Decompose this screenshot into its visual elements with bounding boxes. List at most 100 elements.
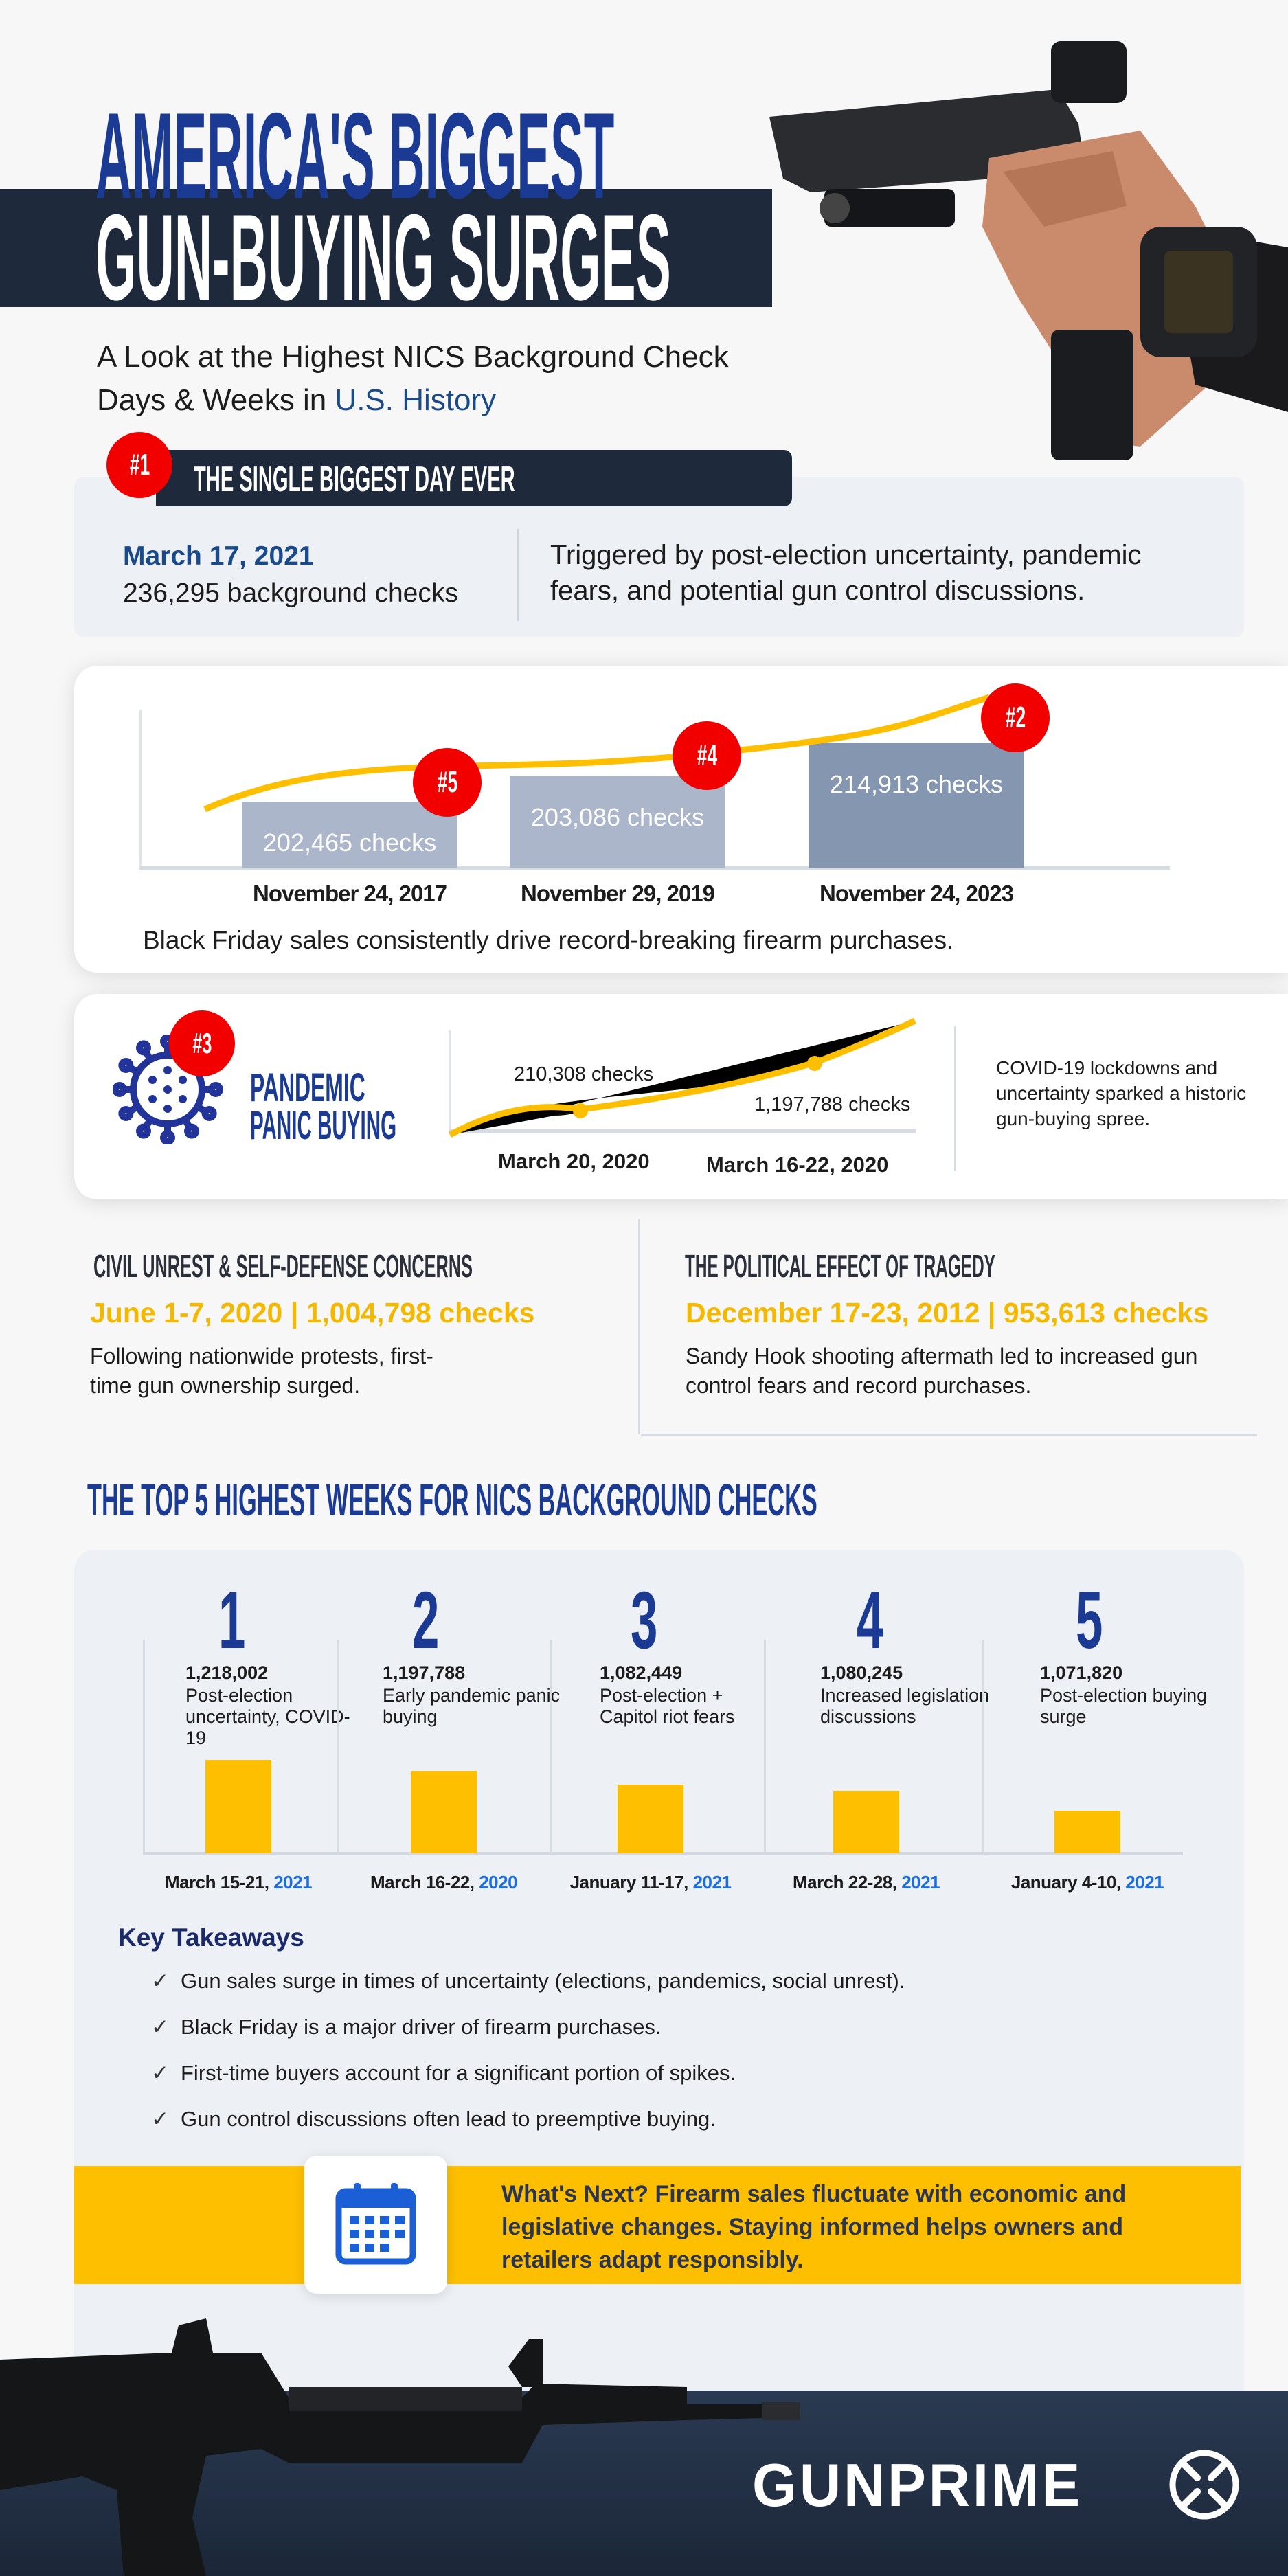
- column-divider: [764, 1640, 766, 1853]
- civil-unrest-stat: June 1-7, 2020 | 1,004,798 checks: [90, 1297, 535, 1329]
- week-bar: [411, 1771, 477, 1853]
- rank-badge-2: #2: [981, 683, 1050, 752]
- week-reason: Post-election buying surge: [1040, 1685, 1208, 1727]
- rank-number: 1: [218, 1575, 246, 1666]
- pandemic-trend-line: [448, 1017, 916, 1138]
- subtitle-line2: Days & Weeks in U.S. History: [97, 383, 497, 417]
- top5-heading: THE TOP 5 HIGHEST WEEKS FOR NICS BACKGRO…: [87, 1474, 817, 1525]
- title-line1: AMERICA'S BIGGEST: [95, 87, 615, 224]
- check-icon: ✓: [151, 2015, 169, 2039]
- bf-bar: [809, 743, 1024, 868]
- pandemic-point1-label: 210,308 checks: [514, 1063, 654, 1085]
- rank-badge-5: #5: [413, 748, 482, 817]
- divider: [954, 1026, 956, 1171]
- week-date-range: March 22-28,: [792, 1872, 902, 1893]
- civil-unrest-description: Following nationwide protests, first-tim…: [90, 1344, 433, 1398]
- week-date-range: March 15-21,: [164, 1872, 274, 1893]
- rank-badge-1: #1: [106, 432, 172, 498]
- pistol-in-hand-image: [769, 41, 1288, 460]
- rank-badge-3: #3: [169, 1010, 235, 1076]
- week-checks: 1,082,449: [600, 1662, 683, 1683]
- week-year: 2021: [901, 1872, 940, 1893]
- calendar-card: [304, 2156, 447, 2294]
- badge-text: #4: [697, 738, 717, 772]
- bf-date-label: November 24, 2023: [819, 881, 1014, 906]
- week-bar: [833, 1791, 899, 1853]
- gunprime-logo: GUNPRIME: [752, 2451, 1083, 2519]
- week-checks: 1,197,788: [383, 1662, 466, 1683]
- biggest-day-heading-bar: [156, 450, 792, 506]
- week-info: 1,197,788 Early pandemic panic buying: [383, 1662, 561, 1728]
- subtitle-highlight: U.S. History: [335, 383, 497, 417]
- rank-badge-4: #4: [673, 721, 741, 790]
- week-checks: 1,071,820: [1040, 1662, 1123, 1683]
- pandemic-point1-date: March 20, 2020: [498, 1149, 650, 1173]
- title-line2: GUN-BUYING SURGES: [95, 189, 671, 326]
- pandemic-point-2: [807, 1056, 822, 1071]
- week-info: 1,080,245 Increased legislation discussio…: [820, 1662, 999, 1728]
- pandemic-title-line1: PANDEMIC: [250, 1065, 365, 1110]
- bf-bar-label: 202,465 checks: [262, 828, 437, 857]
- pandemic-baseline: [449, 1129, 916, 1133]
- week-date-range: March 16-22,: [370, 1872, 479, 1893]
- week-reason: Early pandemic panic buying: [383, 1685, 561, 1727]
- pandemic-description: COVID-19 lockdowns and uncertainty spark…: [996, 1057, 1247, 1129]
- week-date-range: January 11-17,: [569, 1872, 693, 1893]
- takeaway-text: Gun control discussions often lead to pr…: [181, 2107, 716, 2131]
- bf-bar-label: 203,086 checks: [530, 803, 705, 831]
- takeaway-text: First-time buyers account for a signific…: [181, 2061, 736, 2085]
- rank-number: 2: [412, 1575, 440, 1666]
- biggest-day-description: Triggered by post-election uncertainty, …: [550, 540, 1142, 606]
- crosshair-icon: [1169, 2450, 1239, 2520]
- biggest-day-heading: THE SINGLE BIGGEST DAY EVER: [194, 460, 515, 499]
- whats-next-text: What's Next? Firearm sales fluctuate wit…: [501, 2181, 1127, 2273]
- week-date: January 4-10, 2021: [978, 1872, 1197, 1893]
- bf-date-label: November 24, 2017: [252, 881, 447, 906]
- whats-next-banner: [74, 2166, 1241, 2284]
- week-reason: Post-election uncertainty, COVID-19: [185, 1685, 350, 1748]
- week-checks: 1,080,245: [820, 1662, 903, 1683]
- week-info: 1,218,002 Post-election uncertainty, COVI…: [185, 1662, 364, 1749]
- week-date-range: January 4-10,: [1010, 1872, 1126, 1893]
- week-info: 1,071,820 Post-election buying surge: [1040, 1662, 1219, 1728]
- title-band: [0, 189, 772, 307]
- pandemic-y-axis: [449, 1030, 451, 1132]
- biggest-day-checks: 236,295 background checks: [123, 578, 458, 608]
- section-bottom-line: [641, 1434, 1257, 1436]
- bf-bar-label: 214,913 checks: [829, 770, 1004, 798]
- pandemic-title-line2: PANIC BUYING: [250, 1103, 397, 1148]
- biggest-day-date: March 17, 2021: [123, 541, 314, 571]
- bf-caption: Black Friday sales consistently drive re…: [143, 926, 954, 954]
- rank-number: 3: [631, 1575, 658, 1666]
- week-year: 2020: [479, 1872, 518, 1893]
- week-year: 2021: [692, 1872, 732, 1893]
- tragedy-description: Sandy Hook shooting aftermath led to inc…: [686, 1344, 1198, 1398]
- rank-number: 5: [1076, 1575, 1103, 1666]
- week-bar: [618, 1785, 683, 1853]
- divider: [517, 529, 519, 621]
- column-divider: [638, 1219, 640, 1434]
- column-divider: [143, 1640, 145, 1853]
- column-divider: [337, 1640, 339, 1853]
- check-icon: ✓: [151, 1969, 169, 1993]
- takeaway-item: ✓ Gun sales surge in times of uncertainty…: [151, 1969, 905, 1993]
- pandemic-point2-date: March 16-22, 2020: [706, 1153, 889, 1177]
- badge-text: #2: [1005, 701, 1026, 734]
- week-checks: 1,218,002: [185, 1662, 269, 1683]
- tragedy-heading: THE POLITICAL EFFECT OF TRAGEDY: [685, 1248, 995, 1284]
- bf-y-axis: [139, 710, 142, 868]
- check-icon: ✓: [151, 2107, 169, 2131]
- week-date: January 11-17, 2021: [541, 1872, 760, 1893]
- pandemic-point2-label: 1,197,788 checks: [754, 1094, 911, 1116]
- bf-baseline: [139, 866, 1170, 870]
- badge-text: #5: [437, 765, 457, 799]
- takeaway-text: Black Friday is a major driver of firear…: [181, 2015, 662, 2039]
- column-divider: [982, 1640, 984, 1853]
- takeaway-text: Gun sales surge in times of uncertainty …: [181, 1969, 905, 1993]
- subtitle-line1: A Look at the Highest NICS Background Ch…: [97, 340, 729, 374]
- week-info: 1,082,449 Post-election + Capitol riot fe…: [600, 1662, 778, 1728]
- civil-unrest-heading: CIVIL UNREST & SELF-DEFENSE CONCERNS: [93, 1248, 473, 1284]
- takeaway-item: ✓ Black Friday is a major driver of firea…: [151, 2015, 661, 2040]
- bf-bar: [510, 776, 725, 868]
- week-year: 2021: [1125, 1872, 1164, 1893]
